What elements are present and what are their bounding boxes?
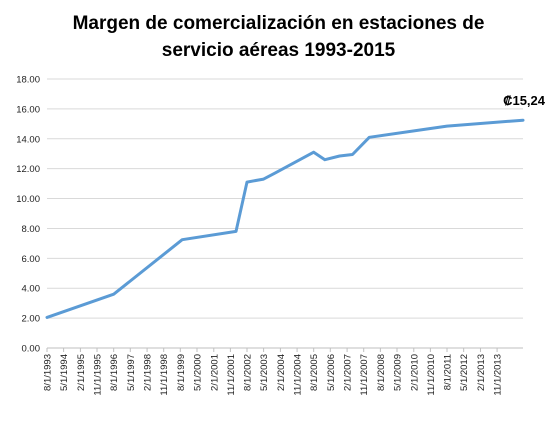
y-tick-label: 2.00 (22, 314, 41, 325)
x-tick-label: 8/1/2002 (243, 354, 254, 391)
x-tick-label: 11/1/2001 (226, 354, 237, 396)
y-tick-label: 10.00 (16, 194, 40, 205)
x-tick-label: 8/1/1999 (176, 354, 187, 391)
y-tick-label: 8.00 (22, 224, 41, 235)
gridlines (47, 78, 523, 349)
x-tick-label: 5/1/2012 (459, 354, 470, 391)
x-tick-label: 11/1/2010 (426, 354, 437, 396)
y-tick-label: 4.00 (22, 284, 41, 295)
chart-title: Margen de comercialización en estaciones… (0, 10, 557, 64)
chart-title-line-1: Margen de comercialización en estaciones… (72, 13, 485, 34)
x-tick-label: 8/1/2011 (443, 354, 454, 390)
x-tick-label: 11/1/2013 (493, 354, 504, 396)
x-tick-label: 5/1/2006 (326, 354, 337, 391)
x-tick-label: 2/1/2001 (209, 354, 220, 391)
y-tick-label: 6.00 (22, 254, 41, 265)
x-tick-label: 8/1/1993 (43, 354, 54, 391)
x-tick-label: 5/1/2009 (392, 354, 403, 391)
y-tick-label: 0.00 (22, 344, 41, 355)
x-tick-label: 2/1/2004 (276, 354, 287, 391)
y-tick-label: 14.00 (16, 134, 40, 145)
last-value-annotation: ₡15,24 (503, 93, 546, 108)
x-tick-label: 11/1/2004 (293, 354, 304, 396)
x-tick-label: 5/1/1997 (126, 354, 137, 391)
x-tick-label: 2/1/1995 (76, 354, 87, 391)
y-axis-ticks: 0.00 2.00 4.00 6.00 8.00 10.00 12.00 14.00 16.00… (16, 75, 40, 355)
series-line (45, 118, 525, 319)
x-axis-ticks: 8/1/1993 5/1/1994 2/1/1995 11/1/1995 8/1/199… (43, 348, 504, 396)
x-tick-label: 5/1/1994 (59, 354, 70, 391)
chart-title-line-2: servicio aéreas 1993-2015 (161, 40, 396, 61)
x-tick-label: 2/1/1998 (143, 354, 154, 391)
x-tick-label: 11/1/1995 (93, 354, 104, 396)
x-tick-label: 5/1/2003 (259, 354, 270, 391)
x-tick-label: 2/1/2010 (409, 354, 420, 391)
x-tick-label: 11/1/1998 (159, 354, 170, 396)
x-tick-label: 5/1/2000 (192, 354, 203, 391)
y-tick-label: 16.00 (16, 104, 40, 115)
x-tick-label: 11/1/2007 (359, 354, 370, 396)
x-tick-label: 2/1/2007 (343, 354, 354, 391)
y-tick-label: 12.00 (16, 164, 40, 175)
x-tick-label: 8/1/1996 (109, 354, 120, 391)
y-tick-label: 18.00 (16, 75, 40, 86)
x-tick-label: 2/1/2013 (476, 354, 487, 391)
x-tick-label: 8/1/2008 (376, 354, 387, 391)
x-tick-label: 8/1/2005 (309, 354, 320, 391)
series-line-group (45, 118, 525, 319)
